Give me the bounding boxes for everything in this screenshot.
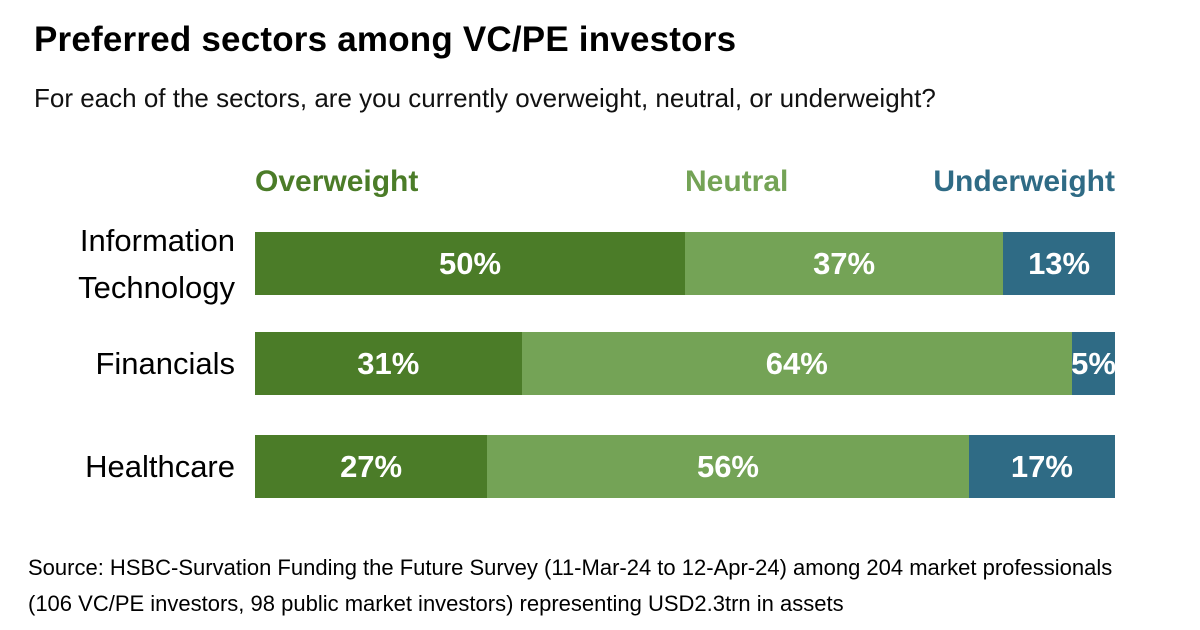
stacked-bar: 27% 56% 17% [255,435,1115,498]
percent-label: 17% [1010,448,1073,484]
category-label: Financials [95,346,235,381]
bar-row-healthcare: Healthcare 27% 56% 17% [0,435,1200,498]
source-line-2: (106 VC/PE investors, 98 public market i… [28,591,844,616]
bar-segment-underweight: 5% [1071,332,1116,395]
bar-segment-overweight: 31% [255,332,522,395]
percent-label: 5% [1071,345,1116,381]
legend: Overweight Neutral Underweight [255,165,1115,203]
bar-segment-underweight: 17% [968,435,1115,498]
source-line-1: Source: HSBC-Survation Funding the Futur… [28,555,1113,580]
percent-label: 50% [438,245,502,281]
source-note: Source: HSBC-Survation Funding the Futur… [28,550,1112,622]
bar-row-financials: Financials 31% 64% 5% [0,332,1200,395]
percent-label: 13% [1028,245,1091,281]
chart-subtitle: For each of the sectors, are you current… [34,83,936,113]
bar-row-information-technology: Information Technology 50% 37% 13% [0,222,1200,305]
bar-segment-underweight: 13% [1003,232,1115,295]
bar-segment-neutral: 37% [685,232,1004,295]
legend-overweight-label: Overweight [255,165,419,198]
bar-segment-overweight: 50% [255,232,685,295]
category-label: Information Technology [78,222,235,305]
legend-neutral-label: Neutral [685,165,789,198]
percent-label: 37% [813,245,876,281]
bar-segment-overweight: 27% [255,435,488,498]
page-title: Preferred sectors among VC/PE investors [34,20,737,59]
percent-label: 27% [340,448,403,484]
bar-segment-neutral: 56% [487,435,969,498]
category-label: Healthcare [85,449,235,484]
stacked-bar: 31% 64% 5% [255,332,1116,395]
stacked-bar: 50% 37% 13% [255,232,1115,295]
bar-segment-neutral: 64% [521,332,1072,395]
percent-label: 64% [765,345,828,381]
percent-label: 56% [696,448,759,484]
legend-underweight-label: Underweight [933,165,1115,198]
percent-label: 31% [357,345,420,381]
